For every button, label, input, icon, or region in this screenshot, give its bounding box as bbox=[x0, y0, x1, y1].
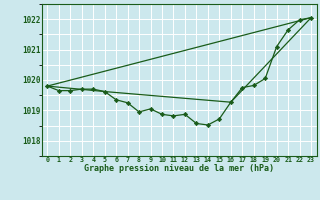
X-axis label: Graphe pression niveau de la mer (hPa): Graphe pression niveau de la mer (hPa) bbox=[84, 164, 274, 173]
